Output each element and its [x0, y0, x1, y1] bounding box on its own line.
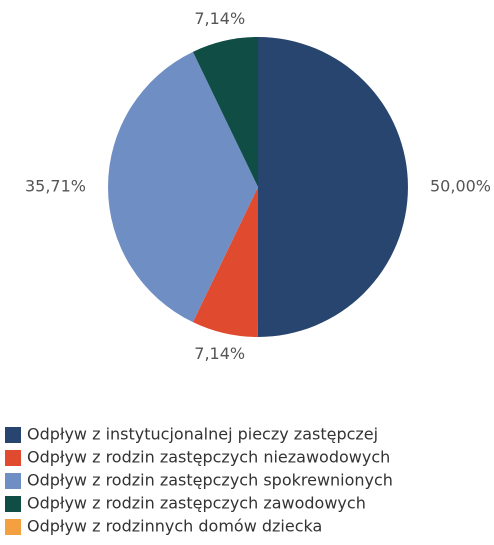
pie-slice	[192, 187, 258, 337]
pie-slice	[257, 37, 408, 337]
legend-label: Odpływ z rodzin zastępczych spokrewniony…	[27, 471, 393, 490]
slice-label: 35,71%	[25, 176, 86, 195]
slice-label: 50,00%	[430, 177, 491, 196]
legend-swatch	[5, 519, 21, 535]
legend-swatch	[5, 496, 21, 512]
legend-label: Odpływ z rodzin zastępczych niezawodowyc…	[27, 448, 390, 467]
legend-swatch	[5, 427, 21, 443]
legend-label: Odpływ z instytucjonalnej pieczy zastępc…	[27, 425, 378, 444]
slice-label: 7,14%	[194, 344, 245, 363]
legend-swatch	[5, 473, 21, 489]
pie-slice	[108, 51, 258, 323]
legend-label: Odpływ z rodzin zastępczych zawodowych	[27, 494, 366, 513]
pie-slice	[192, 37, 258, 187]
legend-swatch	[5, 450, 21, 466]
legend-label: Odpływ z rodzinnych domów dziecka	[27, 517, 322, 536]
slice-label: 7,14%	[194, 9, 245, 28]
